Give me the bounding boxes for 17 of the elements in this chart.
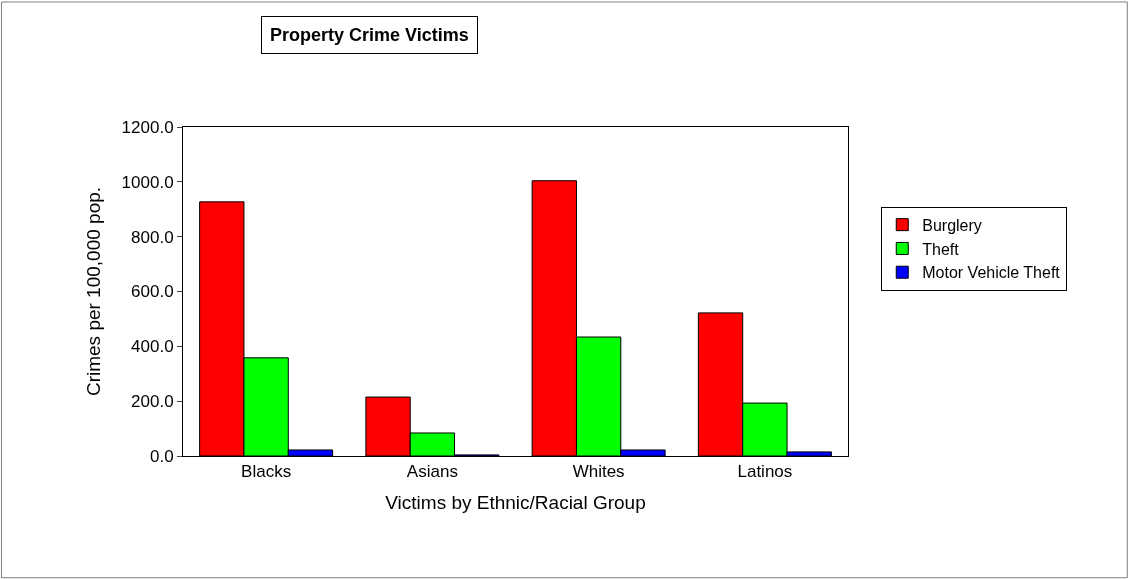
legend-label: Burglery [922, 216, 982, 234]
legend-label: Motor Vehicle Theft [922, 264, 1061, 282]
x-tick-label: Asians [406, 462, 458, 482]
legend-label: Theft [922, 240, 960, 258]
x-tick-label: Blacks [241, 462, 292, 482]
x-tick-label: Whites [572, 462, 625, 482]
x-tick-label: Latinos [737, 462, 793, 482]
y-tick-label: 800.0 [131, 227, 174, 247]
y-tick-label: 0.0 [149, 446, 174, 466]
y-tick-label: 1000.0 [121, 172, 174, 192]
y-tick-label: 200.0 [131, 392, 174, 412]
y-tick-label: 1200.0 [121, 117, 174, 137]
y-tick-label: 600.0 [131, 282, 174, 302]
x-axis-title: Victims by Ethnic/Racial Group [385, 492, 646, 514]
chart-title: Property Crime Victims [270, 25, 469, 45]
y-axis-title: Crimes per 100,000 pop. [83, 186, 105, 397]
y-tick-label: 400.0 [131, 337, 174, 357]
